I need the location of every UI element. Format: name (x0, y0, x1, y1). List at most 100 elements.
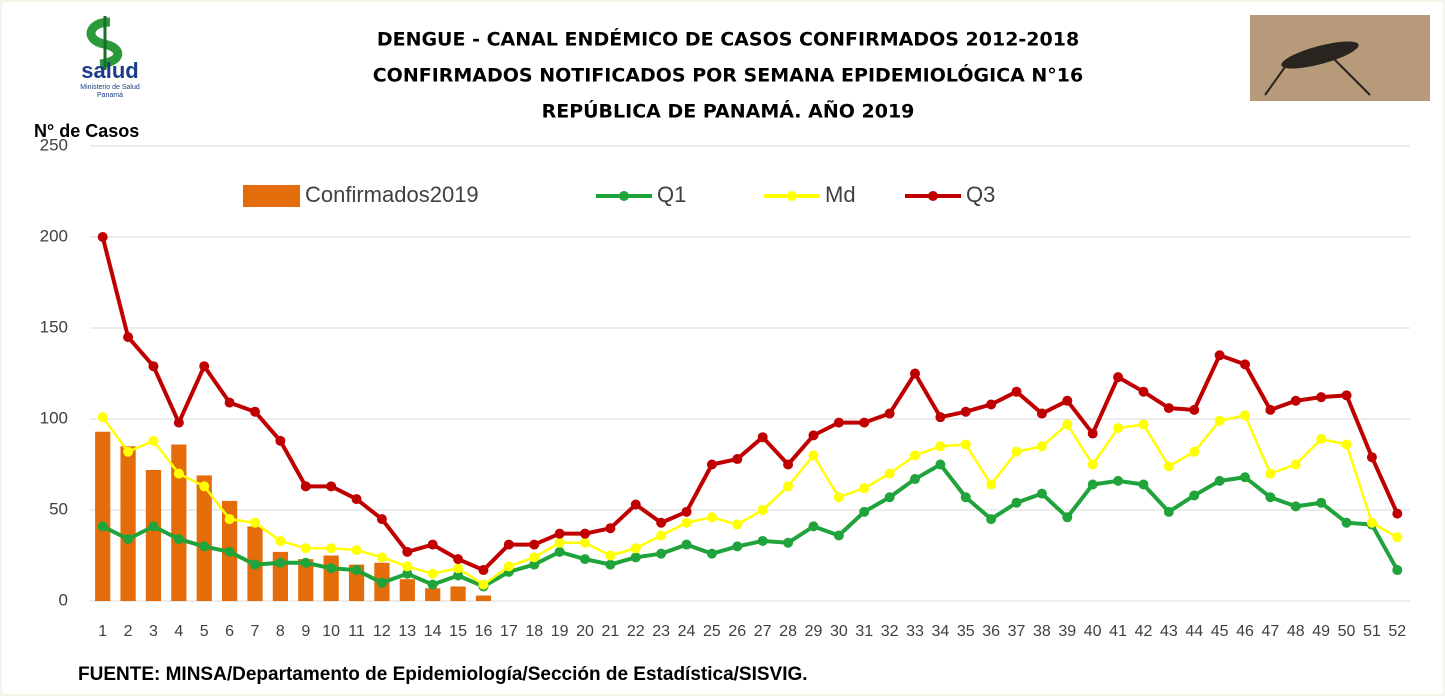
legend-swatch (243, 185, 300, 207)
x-tick-label: 25 (703, 623, 721, 640)
marker (326, 481, 336, 491)
marker (1240, 410, 1250, 420)
marker (1113, 423, 1123, 433)
marker (707, 460, 717, 470)
marker (250, 518, 260, 528)
marker (656, 549, 666, 559)
y-tick-label: 50 (49, 499, 68, 518)
marker (250, 407, 260, 417)
marker (986, 514, 996, 524)
marker (885, 409, 895, 419)
x-tick-label: 44 (1185, 623, 1203, 640)
marker (935, 441, 945, 451)
marker (250, 560, 260, 570)
marker (1189, 447, 1199, 457)
y-tick-label: 250 (40, 135, 68, 154)
marker (1291, 460, 1301, 470)
marker (1037, 489, 1047, 499)
logo-line: Panamá (97, 92, 123, 99)
marker (605, 560, 615, 570)
marker (834, 418, 844, 428)
marker (98, 232, 108, 242)
marker (808, 450, 818, 460)
x-tick-label: 18 (525, 623, 543, 640)
x-tick-label: 40 (1084, 623, 1102, 640)
marker (1088, 460, 1098, 470)
marker (656, 518, 666, 528)
marker (783, 460, 793, 470)
marker (758, 505, 768, 515)
marker (428, 540, 438, 550)
x-tick-label: 34 (931, 623, 949, 640)
x-tick-label: 46 (1236, 623, 1254, 640)
bar (95, 432, 110, 601)
x-tick-label: 28 (779, 623, 797, 640)
marker (504, 540, 514, 550)
marker (1088, 429, 1098, 439)
marker (808, 430, 818, 440)
marker (935, 412, 945, 422)
marker (478, 580, 488, 590)
marker (885, 469, 895, 479)
x-tick-label: 32 (881, 623, 899, 640)
legend-label: Q3 (966, 182, 995, 207)
marker (428, 569, 438, 579)
marker (1342, 518, 1352, 528)
x-tick-label: 7 (251, 623, 260, 640)
x-tick-label: 47 (1261, 623, 1279, 640)
x-tick-label: 23 (652, 623, 670, 640)
marker (986, 399, 996, 409)
bar (425, 588, 440, 601)
marker (834, 530, 844, 540)
marker (1037, 441, 1047, 451)
marker (478, 565, 488, 575)
marker (1164, 507, 1174, 517)
marker (1316, 434, 1326, 444)
marker (453, 563, 463, 573)
marker (732, 541, 742, 551)
marker (275, 558, 285, 568)
marker (402, 561, 412, 571)
x-tick-label: 2 (124, 623, 133, 640)
y-tick-label: 0 (59, 590, 68, 609)
marker (885, 492, 895, 502)
marker (1215, 350, 1225, 360)
marker (1392, 565, 1402, 575)
legend-marker (928, 191, 938, 201)
marker (859, 418, 869, 428)
marker (631, 552, 641, 562)
marker (656, 530, 666, 540)
x-tick-label: 42 (1135, 623, 1153, 640)
marker (859, 483, 869, 493)
marker (1392, 532, 1402, 542)
marker (707, 512, 717, 522)
marker (783, 538, 793, 548)
marker (377, 578, 387, 588)
marker (301, 481, 311, 491)
marker (504, 561, 514, 571)
marker (783, 481, 793, 491)
marker (123, 332, 133, 342)
marker (326, 543, 336, 553)
marker (428, 580, 438, 590)
marker (225, 547, 235, 557)
marker (1215, 476, 1225, 486)
marker (580, 538, 590, 548)
marker (402, 547, 412, 557)
marker (377, 514, 387, 524)
marker (1265, 492, 1275, 502)
marker (453, 554, 463, 564)
bar (120, 446, 135, 601)
marker (1012, 498, 1022, 508)
marker (580, 529, 590, 539)
marker (961, 492, 971, 502)
chart: salud Ministerio de Salud Panamá DENGUE … (0, 0, 1445, 696)
marker (301, 543, 311, 553)
marker (605, 523, 615, 533)
marker (910, 369, 920, 379)
marker (1316, 392, 1326, 402)
logo-line: Ministerio de Salud (80, 84, 140, 91)
bar (450, 586, 465, 601)
marker (1291, 396, 1301, 406)
marker (326, 563, 336, 573)
